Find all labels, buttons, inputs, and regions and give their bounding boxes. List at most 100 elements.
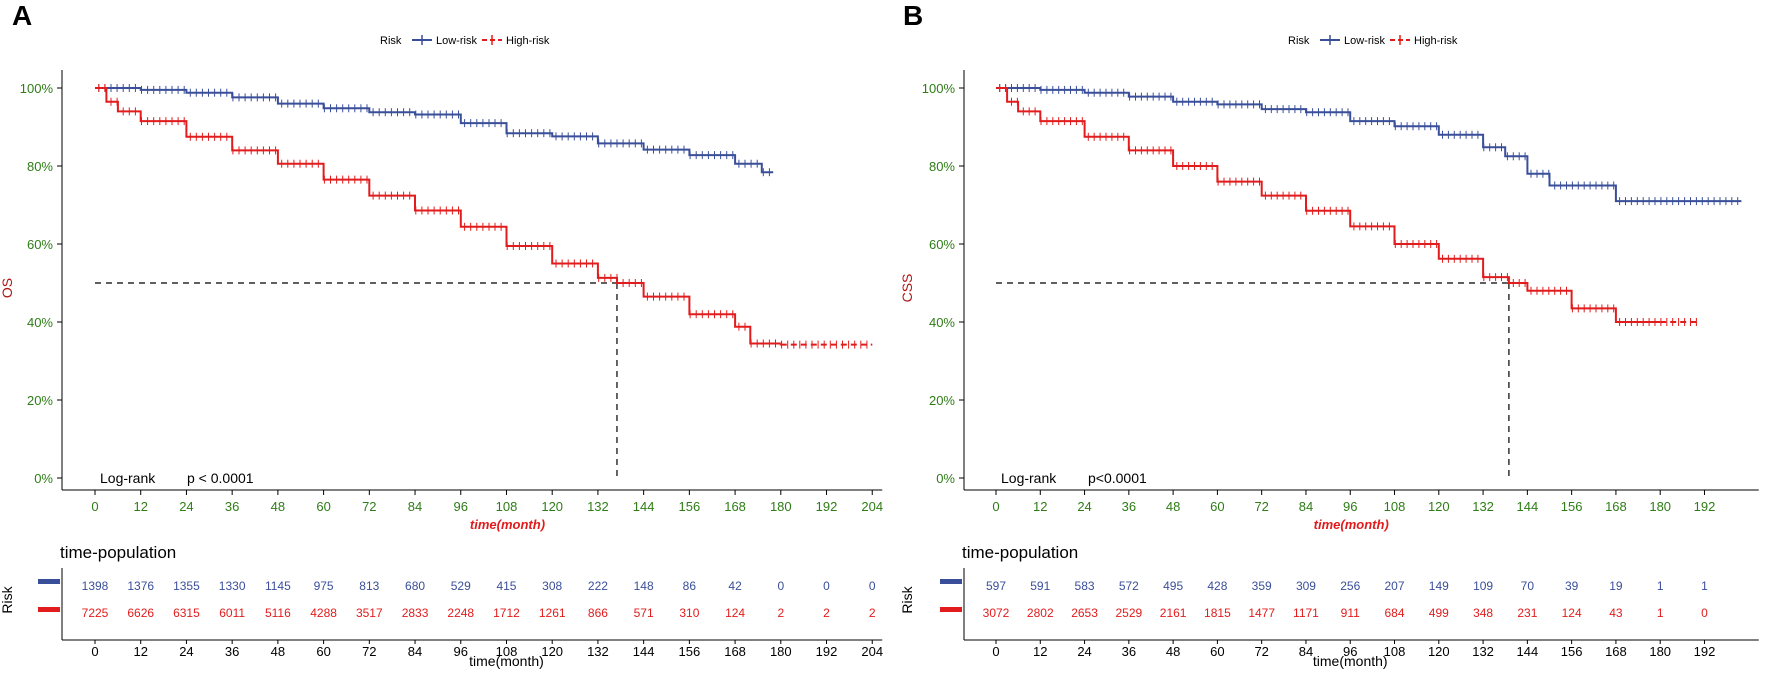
y-tick-label: 60%	[929, 237, 955, 252]
survival-curve-low-risk	[95, 87, 774, 174]
risk-x-tick-label: 120	[541, 644, 563, 659]
risk-x-tick-label: 204	[861, 644, 883, 659]
x-tick-label: 12	[133, 499, 147, 514]
x-tick-label: 0	[91, 499, 98, 514]
panel-label: A	[12, 0, 32, 31]
x-tick-label: 24	[1077, 499, 1091, 514]
x-tick-label: 48	[1166, 499, 1180, 514]
x-tick-label: 84	[1299, 499, 1313, 514]
risk-count-high: 3517	[356, 606, 383, 620]
risk-x-tick-label: 144	[1517, 644, 1539, 659]
legend-label-low: Low-risk	[436, 35, 477, 47]
x-tick-label: 144	[1517, 499, 1539, 514]
risk-count-high: 2529	[1115, 606, 1142, 620]
x-tick-label: 0	[992, 499, 999, 514]
y-tick-label: 40%	[27, 315, 53, 330]
risk-x-tick-label: 84	[1299, 644, 1313, 659]
risk-count-high: 2161	[1160, 606, 1187, 620]
legend: Risk Low-risk High-risk	[380, 35, 550, 47]
y-tick-label: 80%	[27, 159, 53, 174]
legend-title: Risk	[1288, 35, 1310, 47]
risk-swatch-low	[940, 579, 962, 584]
x-tick-label: 36	[1122, 499, 1136, 514]
x-tick-label: 36	[225, 499, 239, 514]
risk-x-tick-label: 108	[496, 644, 518, 659]
risk-count-low: 0	[823, 579, 830, 593]
logrank-label: Log-rank	[100, 470, 156, 486]
logrank-label: Log-rank	[1001, 470, 1057, 486]
x-tick-label: 180	[770, 499, 792, 514]
x-tick-label: 120	[541, 499, 563, 514]
risk-count-low: 495	[1163, 579, 1183, 593]
risk-x-tick-label: 96	[454, 644, 468, 659]
risk-count-low: 975	[314, 579, 334, 593]
y-tick-label: 100%	[20, 81, 54, 96]
risk-count-low: 1376	[127, 579, 154, 593]
x-tick-label: 96	[1343, 499, 1357, 514]
x-tick-label: 60	[316, 499, 330, 514]
risk-x-tick-label: 12	[1033, 644, 1047, 659]
y-tick-label: 0%	[34, 471, 53, 486]
x-tick-label: 180	[1649, 499, 1671, 514]
x-tick-label: 192	[1694, 499, 1716, 514]
risk-count-high: 0	[1701, 606, 1708, 620]
risk-count-high: 1261	[539, 606, 566, 620]
risk-x-tick-label: 24	[179, 644, 193, 659]
risk-count-high: 3072	[983, 606, 1010, 620]
y-tick-label: 40%	[929, 315, 955, 330]
risk-count-low: 309	[1296, 579, 1316, 593]
x-tick-label: 168	[724, 499, 746, 514]
y-tick-label: 80%	[929, 159, 955, 174]
risk-count-low: 1145	[265, 579, 291, 593]
risk-x-tick-label: 108	[1384, 644, 1406, 659]
panel-a: A Risk Low-risk High-risk OS 0% 20% 40% 60% 80% 10…	[0, 0, 883, 669]
x-tick-label: 156	[679, 499, 701, 514]
risk-x-tick-label: 192	[816, 644, 838, 659]
risk-count-low: 428	[1207, 579, 1227, 593]
x-axis-label: time(month)	[470, 517, 545, 532]
risk-count-high: 2	[777, 606, 784, 620]
risk-table: time-population Risk 597 3072 0 591 2802 12 583 2…	[899, 543, 1759, 669]
risk-x-tick-label: 0	[91, 644, 98, 659]
risk-count-high: 2	[869, 606, 876, 620]
risk-count-high: 1171	[1293, 606, 1319, 620]
risk-swatch-high	[38, 607, 60, 612]
risk-x-tick-label: 60	[316, 644, 330, 659]
risk-x-tick-label: 72	[1254, 644, 1268, 659]
risk-table: time-population Risk 1398 7225 0 1376 6626 12 13…	[0, 543, 883, 669]
y-tick-label: 0%	[936, 471, 955, 486]
risk-x-tick-label: 132	[587, 644, 609, 659]
risk-count-low: 680	[405, 579, 425, 593]
risk-count-high: 1815	[1204, 606, 1231, 620]
risk-count-low: 86	[683, 579, 697, 593]
x-tick-label: 84	[408, 499, 422, 514]
y-axis-label: OS	[0, 278, 15, 298]
risk-count-high: 2248	[447, 606, 474, 620]
risk-table-ylabel: Risk	[899, 585, 915, 613]
x-tick-label: 24	[179, 499, 193, 514]
y-tick-label: 100%	[922, 81, 956, 96]
x-tick-label: 108	[496, 499, 518, 514]
risk-count-low: 1	[1701, 579, 1708, 593]
risk-count-low: 42	[728, 579, 742, 593]
y-axis-label: CSS	[899, 274, 915, 303]
y-tick-label: 20%	[27, 393, 53, 408]
risk-x-tick-label: 156	[679, 644, 701, 659]
panel-b: B Risk Low-risk High-risk CSS 0% 20% 40% 60% 80% 1…	[899, 0, 1759, 669]
x-tick-label: 72	[1254, 499, 1268, 514]
x-tick-label: 168	[1605, 499, 1627, 514]
x-tick-label: 132	[1472, 499, 1494, 514]
y-tick-label: 20%	[929, 393, 955, 408]
x-tick-label: 96	[454, 499, 468, 514]
x-tick-label: 48	[271, 499, 285, 514]
risk-table-title: time-population	[60, 543, 176, 562]
risk-x-tick-label: 84	[408, 644, 422, 659]
risk-count-low: 256	[1340, 579, 1360, 593]
risk-x-tick-label: 72	[362, 644, 376, 659]
survival-curve-high-risk	[996, 87, 1698, 323]
x-tick-label: 120	[1428, 499, 1450, 514]
x-tick-label: 144	[633, 499, 655, 514]
risk-count-low: 597	[986, 579, 1006, 593]
risk-x-tick-label: 144	[633, 644, 655, 659]
risk-count-low: 39	[1565, 579, 1579, 593]
